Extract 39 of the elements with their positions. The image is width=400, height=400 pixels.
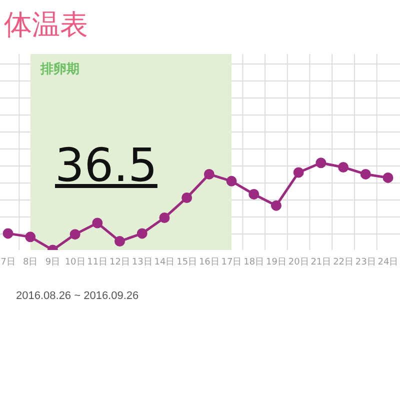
x-tick-label: 21日 (310, 257, 332, 268)
x-tick-label: 18日 (244, 257, 264, 268)
x-tick-label: 24日 (378, 257, 398, 268)
point (360, 168, 371, 180)
x-tick-label: 14日 (154, 257, 175, 268)
band-label: 排卵期 (39, 61, 80, 76)
point (2, 228, 14, 239)
annotation: 36.5 (55, 138, 158, 192)
x-tick-label: 16日 (198, 257, 220, 268)
point (25, 232, 36, 242)
point (114, 236, 126, 247)
x-tick-label: 23日 (355, 257, 376, 268)
point (182, 192, 192, 203)
x-tick-label: 12日 (110, 257, 130, 268)
point (226, 176, 237, 186)
point (159, 212, 170, 224)
text: 2016.08.26 ~ 2016.09.26 (16, 290, 139, 302)
x-tick-label: 20日 (288, 257, 309, 268)
x-tick-label: 15日 (176, 257, 198, 268)
point (270, 200, 282, 211)
point (316, 158, 326, 168)
x-tick-label: 19日 (266, 257, 286, 268)
chart-title: 体温表 (4, 7, 88, 43)
x-tick-label: 22日 (333, 257, 354, 268)
x-tick-label: 8日 (22, 257, 38, 268)
x-tick-label: 17日 (221, 257, 242, 268)
point (338, 162, 349, 172)
point (382, 172, 394, 183)
x-tick-label: 9日 (45, 257, 60, 268)
point (136, 228, 148, 239)
x-tick-label: 10日 (64, 257, 86, 268)
x-tick-label: 11日 (87, 257, 108, 268)
point (92, 218, 103, 228)
point (204, 168, 214, 180)
x-tick-label: 13日 (132, 257, 152, 268)
point (248, 189, 260, 200)
point (70, 229, 80, 240)
point (293, 167, 304, 178)
x-tick-label: 7日 (0, 257, 16, 268)
